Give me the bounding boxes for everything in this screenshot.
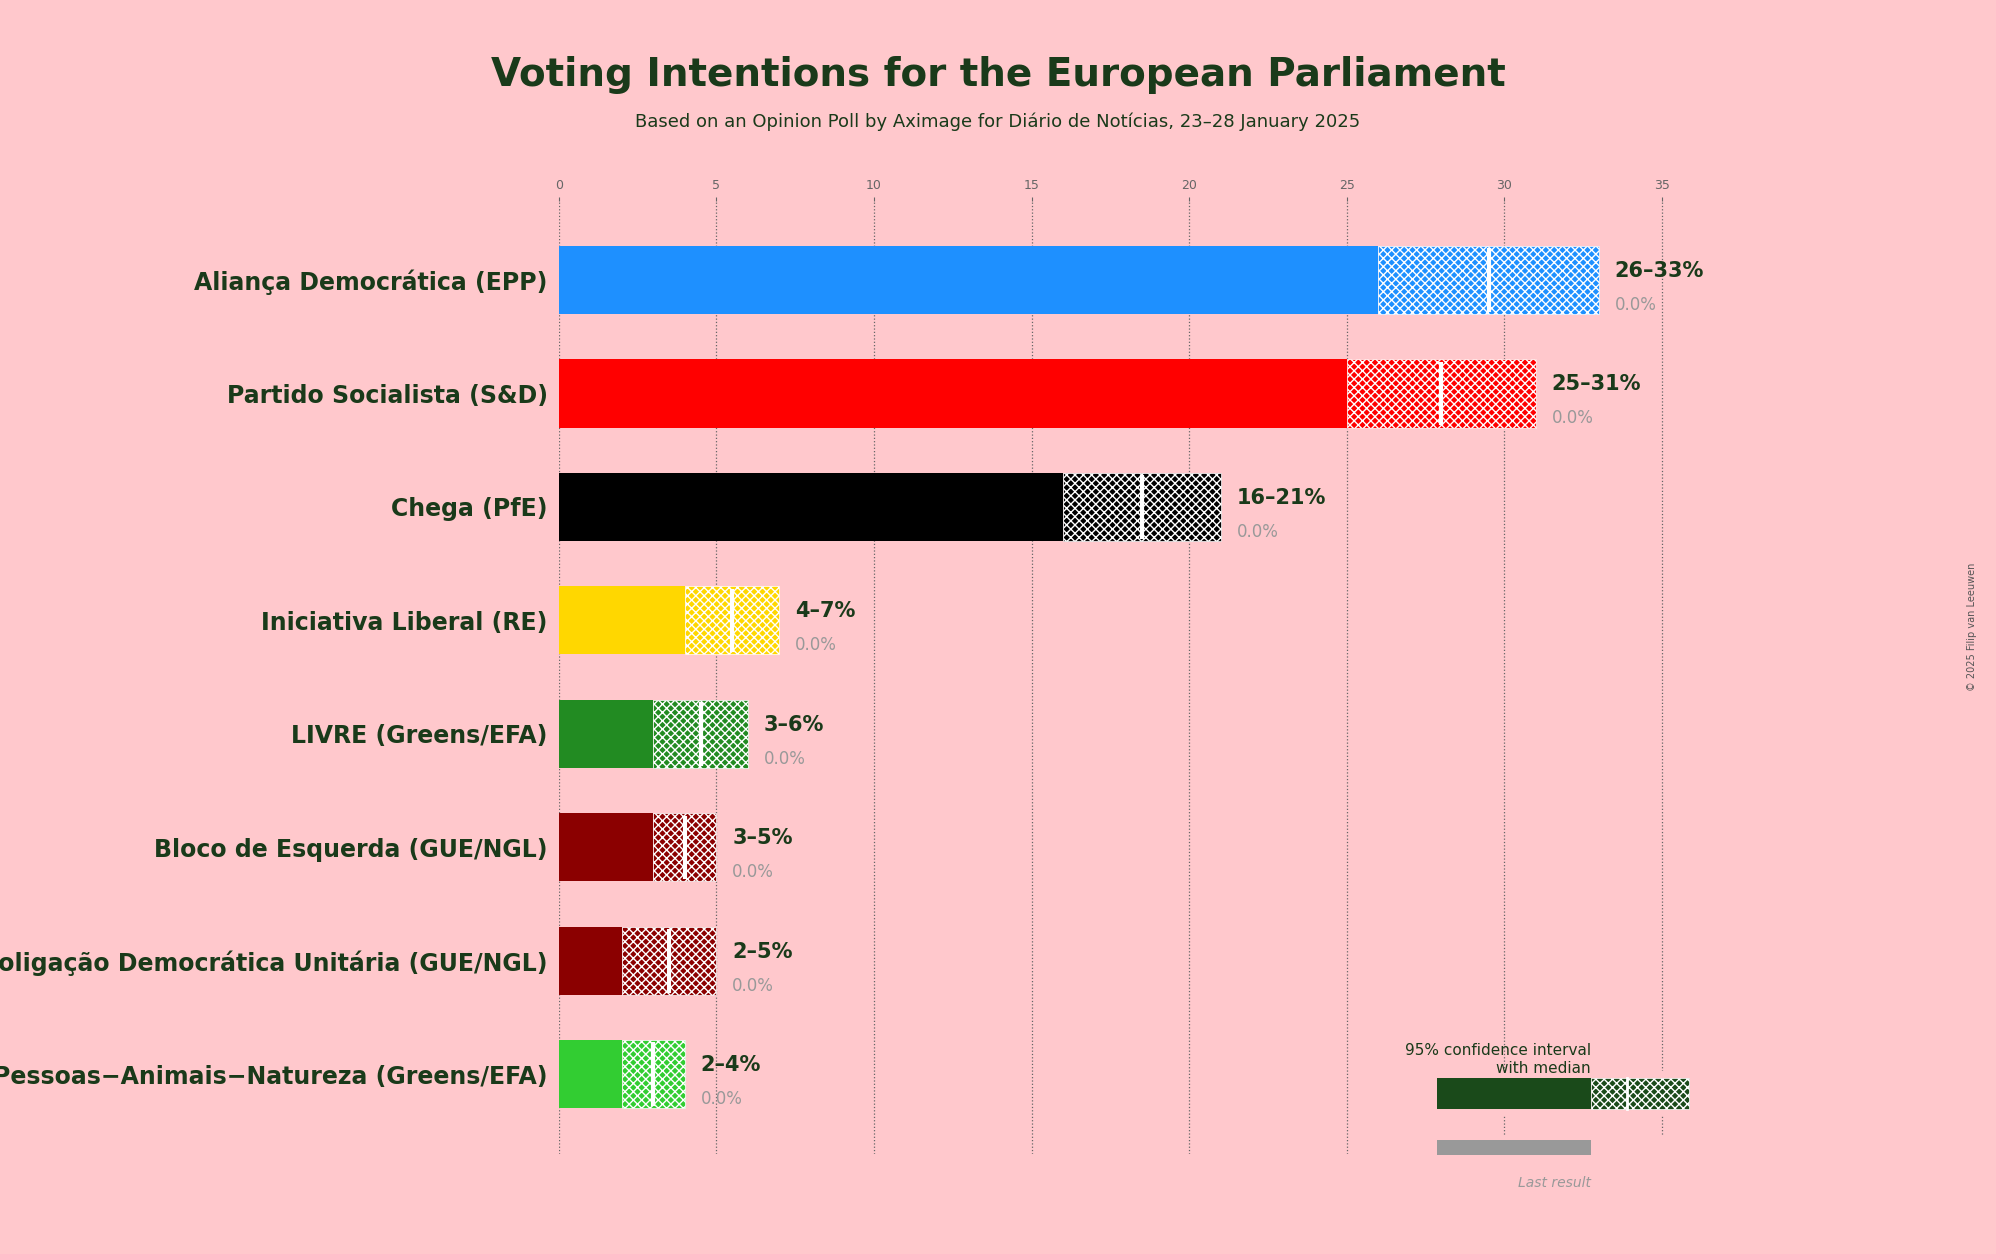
- Bar: [559, 246, 1379, 314]
- Bar: [1591, 1077, 1689, 1110]
- Text: 0.0%: 0.0%: [1551, 410, 1593, 428]
- Bar: [653, 814, 717, 882]
- Bar: [1064, 473, 1222, 540]
- Text: 0.0%: 0.0%: [733, 977, 774, 994]
- Text: 25–31%: 25–31%: [1551, 375, 1641, 395]
- Bar: [559, 1041, 623, 1109]
- Text: 0.0%: 0.0%: [764, 750, 806, 767]
- Text: 95% confidence interval
with median: 95% confidence interval with median: [1405, 1043, 1591, 1076]
- Bar: [1437, 1077, 1591, 1110]
- Text: 0.0%: 0.0%: [1615, 296, 1657, 314]
- Bar: [559, 360, 1347, 428]
- Text: 0.0%: 0.0%: [701, 1090, 743, 1109]
- Bar: [559, 927, 623, 994]
- Text: 2–4%: 2–4%: [701, 1055, 760, 1075]
- Bar: [1379, 246, 1599, 314]
- Text: 2–5%: 2–5%: [733, 942, 792, 962]
- Text: Based on an Opinion Poll by Aximage for Diário de Notícias, 23–28 January 2025: Based on an Opinion Poll by Aximage for …: [635, 113, 1361, 132]
- Text: 0.0%: 0.0%: [1236, 523, 1277, 540]
- Bar: [1347, 360, 1535, 428]
- Text: 3–6%: 3–6%: [764, 715, 824, 735]
- Bar: [559, 814, 653, 882]
- Text: 4–7%: 4–7%: [794, 602, 856, 621]
- Bar: [559, 587, 685, 655]
- Text: © 2025 Filip van Leeuwen: © 2025 Filip van Leeuwen: [1966, 563, 1978, 691]
- Bar: [653, 700, 748, 767]
- Text: 3–5%: 3–5%: [733, 829, 792, 848]
- Bar: [685, 587, 780, 655]
- Bar: [559, 700, 653, 767]
- Text: 26–33%: 26–33%: [1615, 261, 1705, 281]
- Text: Voting Intentions for the European Parliament: Voting Intentions for the European Parli…: [491, 56, 1505, 94]
- Bar: [623, 1041, 685, 1109]
- Text: 0.0%: 0.0%: [733, 863, 774, 882]
- Text: Last result: Last result: [1517, 1176, 1591, 1190]
- Bar: [1437, 1140, 1591, 1155]
- Bar: [623, 927, 717, 994]
- Bar: [559, 473, 1064, 540]
- Text: 0.0%: 0.0%: [794, 636, 836, 655]
- Text: 16–21%: 16–21%: [1236, 488, 1325, 508]
